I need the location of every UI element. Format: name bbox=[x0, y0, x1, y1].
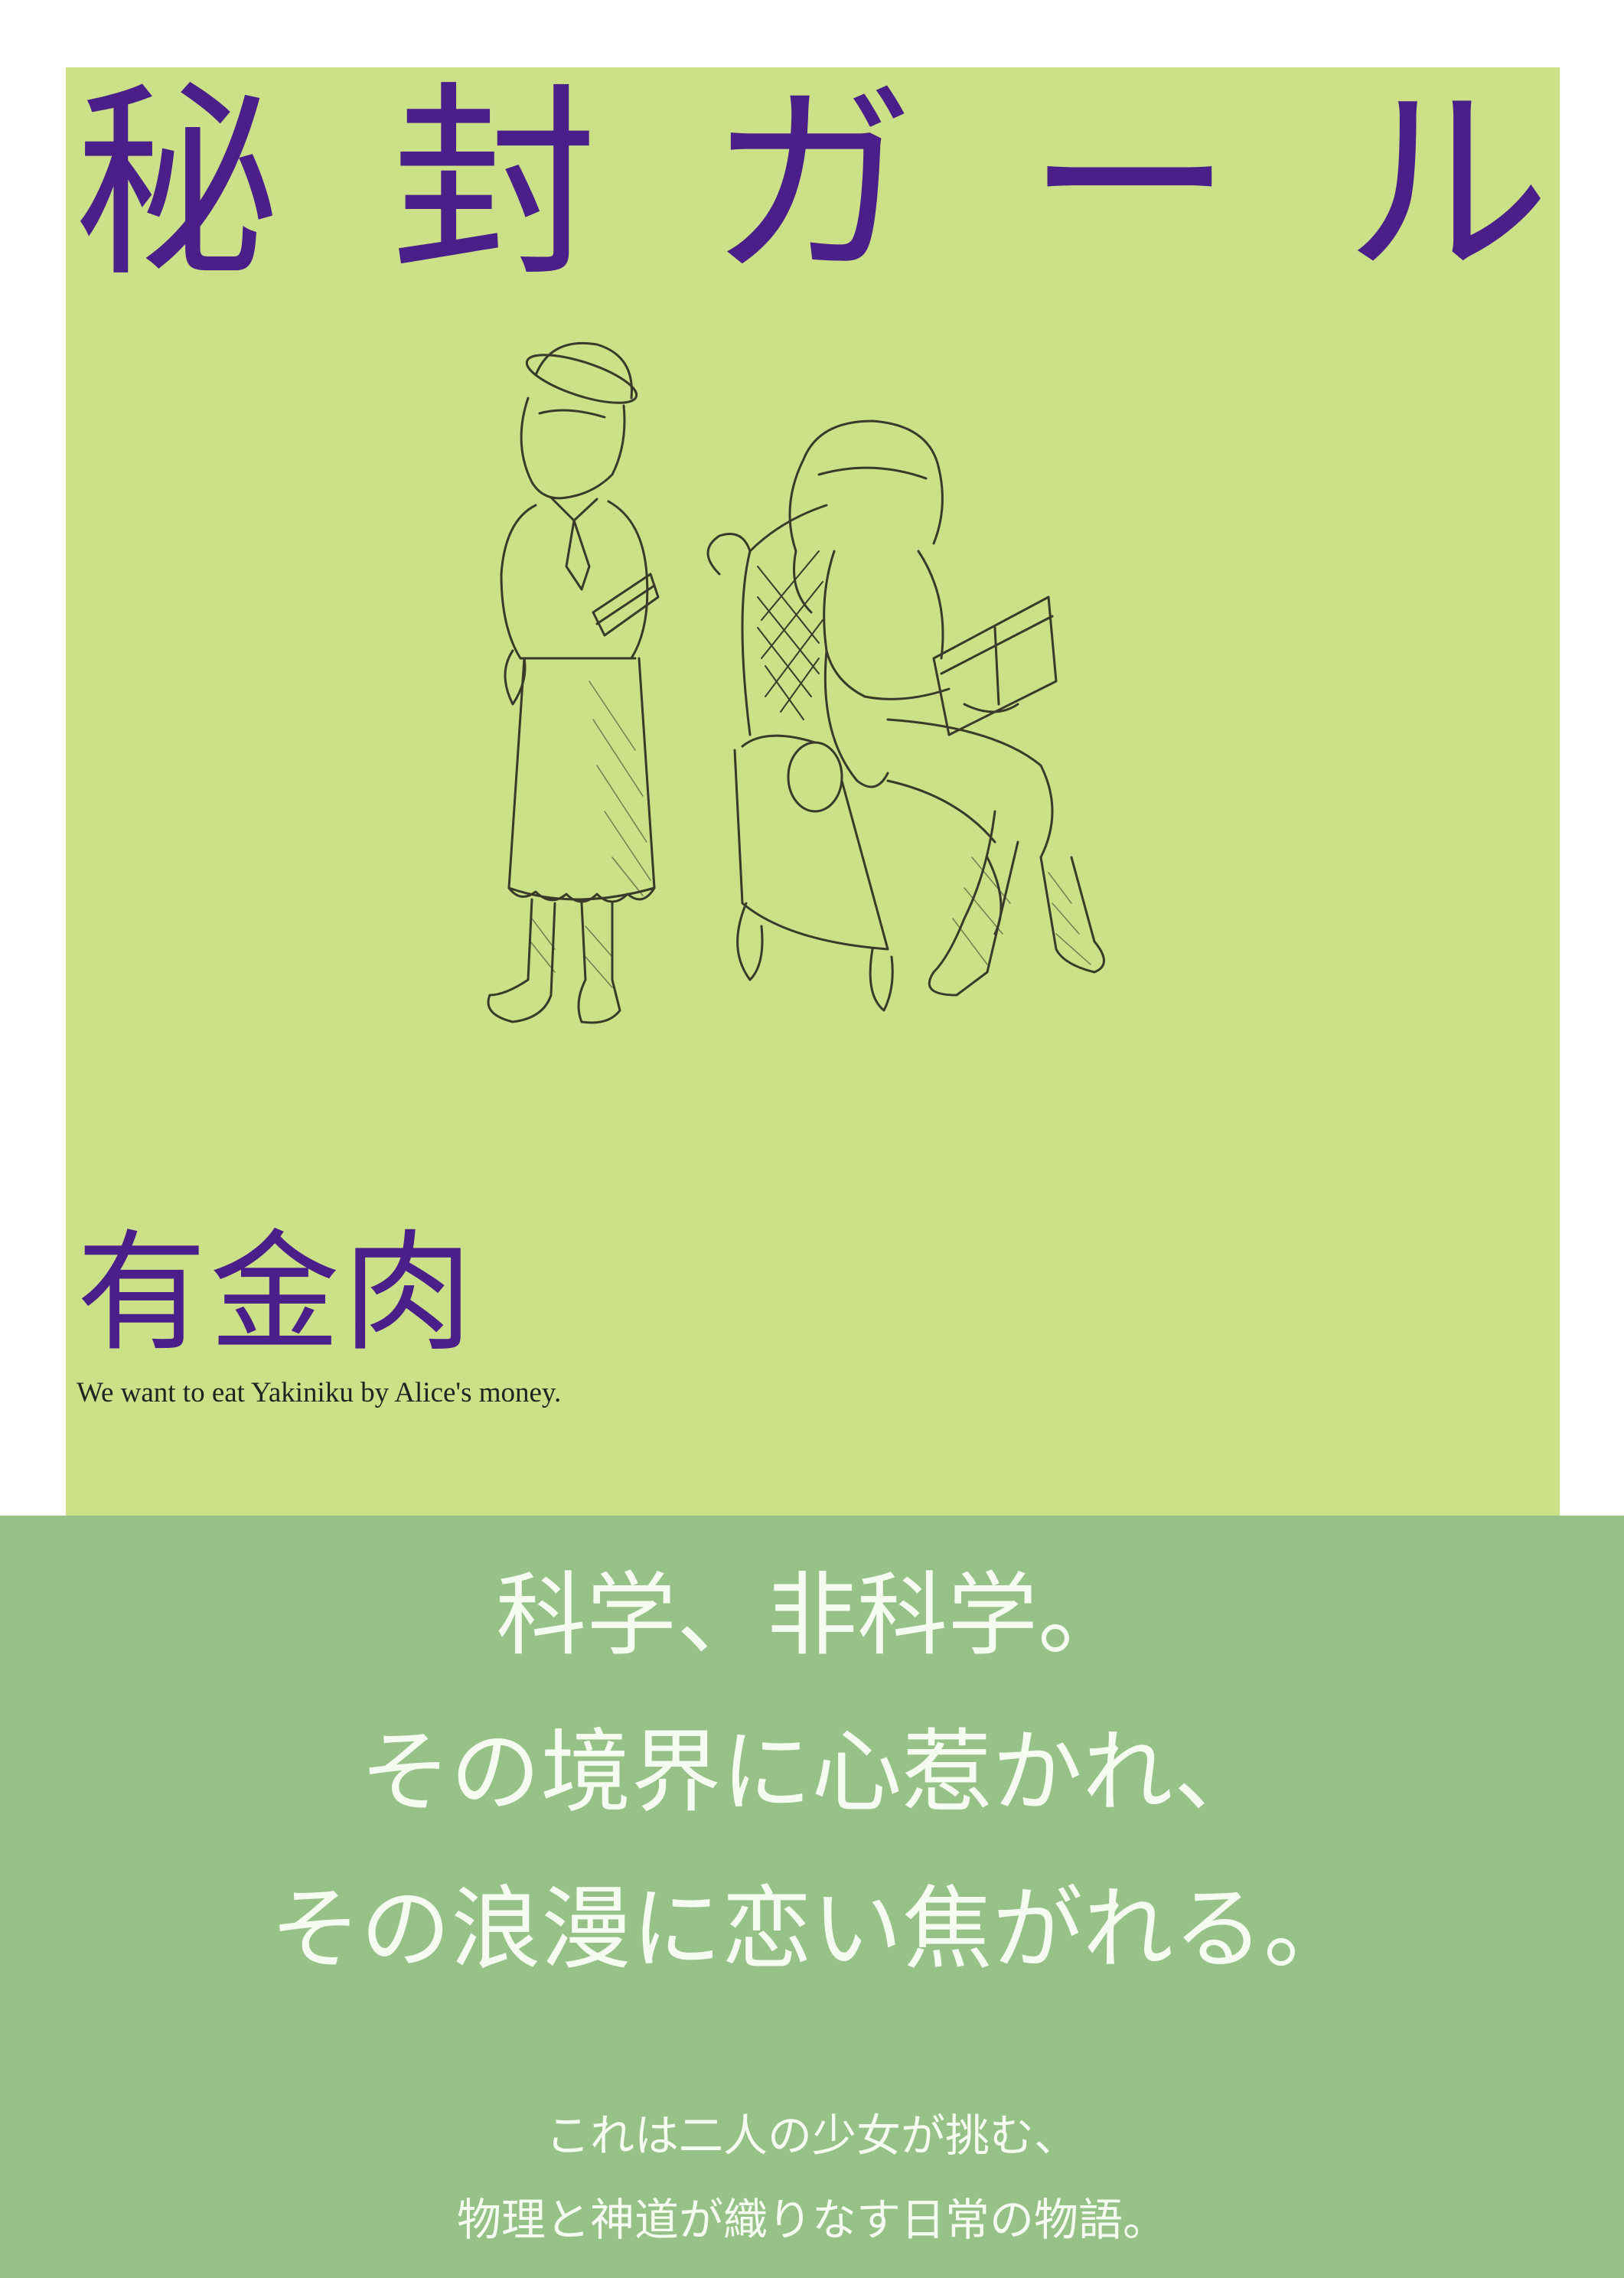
catchphrase-line: その境界に心惹かれ、 bbox=[360, 1719, 1264, 1825]
catchphrase-band bbox=[0, 1516, 1624, 2278]
title-char: ル bbox=[1344, 64, 1551, 305]
title-char: ガ bbox=[709, 64, 915, 305]
description-line: 物理と神道が織りなす日常の物語。 bbox=[456, 2194, 1167, 2246]
standing-girl-sketch bbox=[487, 341, 660, 1024]
title-char: 封 bbox=[391, 64, 598, 305]
catchphrase-line: 科学、非科学。 bbox=[495, 1562, 1128, 1668]
book-title: 秘 封 ガ ー ル bbox=[73, 73, 1551, 295]
author-name: 有金肉 bbox=[77, 1218, 477, 1369]
seated-girl-sketch bbox=[706, 419, 1105, 1012]
catchphrase-line: その浪漫に恋い焦がれる。 bbox=[269, 1876, 1354, 1982]
two-girls-illustration bbox=[459, 321, 1263, 1225]
description-line: これは二人の少女が挑む、 bbox=[545, 2110, 1078, 2162]
cover-panel bbox=[66, 67, 1560, 1522]
tagline: We want to eat Yakiniku by Alice's money… bbox=[77, 1377, 562, 1408]
title-char: ー bbox=[1026, 64, 1233, 305]
title-char: 秘 bbox=[73, 64, 280, 305]
